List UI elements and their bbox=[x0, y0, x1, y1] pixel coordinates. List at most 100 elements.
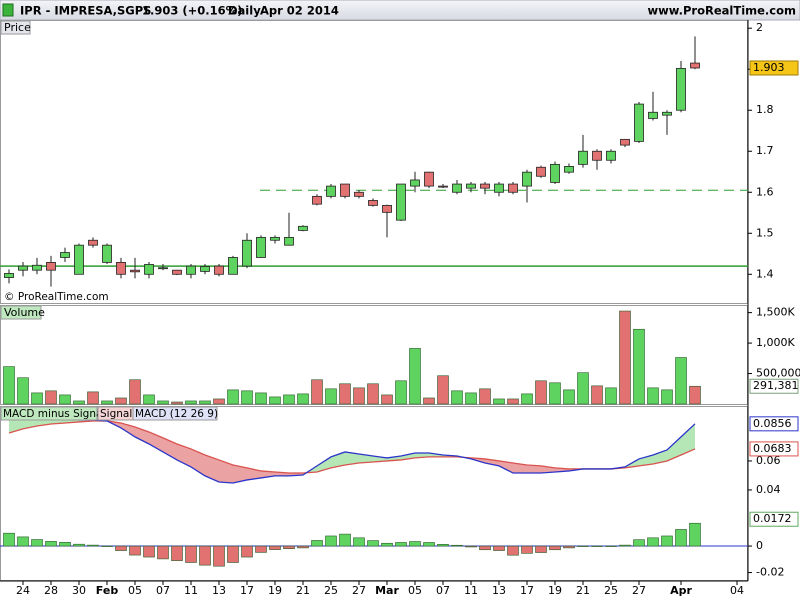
x-tick-label: 05 bbox=[408, 584, 422, 597]
candle-body bbox=[144, 264, 154, 275]
x-tick-label: 27 bbox=[352, 584, 366, 597]
bar bbox=[73, 543, 85, 547]
candle-body bbox=[270, 236, 280, 241]
y-tick-label: 2 bbox=[756, 21, 763, 34]
bar bbox=[339, 383, 351, 405]
macd-fill bbox=[205, 455, 219, 482]
bar bbox=[381, 542, 393, 547]
candle-body bbox=[18, 265, 28, 271]
bar bbox=[59, 542, 71, 547]
candle-body bbox=[186, 265, 196, 275]
bar bbox=[633, 539, 645, 547]
bar bbox=[479, 545, 491, 551]
x-tick-label: 17 bbox=[240, 584, 254, 597]
value-box bbox=[749, 416, 799, 432]
bar bbox=[605, 545, 617, 547]
price-panel bbox=[0, 20, 748, 304]
bar bbox=[31, 392, 43, 405]
legend-box bbox=[132, 406, 218, 421]
x-tick-label: 21 bbox=[296, 584, 310, 597]
bar bbox=[549, 382, 561, 405]
value-box-label: 291,381 bbox=[753, 379, 799, 392]
x-tick-label: 25 bbox=[324, 584, 338, 597]
macd-fill bbox=[639, 455, 653, 466]
bar bbox=[409, 348, 421, 405]
candle-body bbox=[242, 239, 252, 267]
volume-label: Volume bbox=[4, 306, 45, 319]
bar bbox=[255, 545, 267, 553]
value-box-label: 0.0856 bbox=[753, 417, 792, 430]
bar bbox=[437, 544, 449, 547]
bar bbox=[661, 535, 673, 547]
bar bbox=[437, 375, 449, 405]
x-tick-label: Mar bbox=[375, 584, 399, 597]
bar bbox=[367, 383, 379, 405]
bar bbox=[87, 544, 99, 547]
bar bbox=[633, 328, 645, 405]
bar bbox=[101, 400, 113, 405]
x-tick-label: 30 bbox=[72, 584, 86, 597]
volume-label-box bbox=[0, 305, 42, 320]
candle-body bbox=[522, 171, 532, 187]
candle-body bbox=[256, 236, 266, 258]
bar bbox=[213, 398, 225, 405]
x-tick-label: Apr bbox=[670, 584, 692, 597]
bar bbox=[451, 390, 463, 405]
y-tick-label: 1.8 bbox=[756, 103, 774, 116]
candle-body bbox=[354, 191, 364, 197]
candle-body bbox=[620, 138, 630, 146]
symbol: IPR - IMPRESA,SGPS bbox=[20, 4, 151, 18]
candle-body bbox=[578, 150, 588, 165]
candle-body bbox=[536, 166, 546, 177]
site[interactable]: www.ProRealTime.com bbox=[647, 4, 796, 18]
bar bbox=[157, 545, 169, 560]
candle-body bbox=[88, 239, 98, 246]
x-tick-label: 13 bbox=[492, 584, 506, 597]
y-tick-label: 0.06 bbox=[756, 454, 781, 467]
bar bbox=[675, 357, 687, 405]
y-tick-label: 0 bbox=[756, 539, 763, 552]
candle-body bbox=[200, 266, 210, 272]
legend-label: MACD minus Signal bbox=[3, 408, 105, 420]
macd-fill bbox=[653, 449, 667, 464]
y-tick-label: 1.4 bbox=[756, 267, 774, 280]
bar bbox=[689, 385, 701, 405]
candle-body bbox=[368, 200, 378, 206]
bar bbox=[521, 393, 533, 405]
macd-panel bbox=[0, 406, 748, 581]
value-box-label: 0.0683 bbox=[753, 442, 792, 455]
macd-fill bbox=[317, 456, 331, 472]
bar bbox=[227, 545, 239, 563]
bar bbox=[577, 372, 589, 405]
bar bbox=[213, 545, 225, 567]
candle-body bbox=[452, 183, 462, 193]
macd-fill bbox=[513, 462, 527, 473]
bar bbox=[423, 397, 435, 405]
header-icon[interactable] bbox=[2, 3, 14, 17]
y-tick-label: 1,000K bbox=[756, 336, 795, 349]
bar bbox=[73, 400, 85, 405]
candle-body bbox=[60, 252, 70, 258]
bar bbox=[311, 540, 323, 547]
bar bbox=[269, 545, 281, 550]
bar bbox=[507, 398, 519, 405]
bar bbox=[101, 545, 113, 547]
x-tick-label: 21 bbox=[576, 584, 590, 597]
bar bbox=[157, 400, 169, 405]
candle-body bbox=[298, 225, 308, 231]
candle-body bbox=[312, 195, 322, 205]
macd-fill bbox=[667, 436, 681, 461]
bar bbox=[59, 394, 71, 405]
bar bbox=[115, 397, 127, 405]
bar bbox=[591, 545, 603, 547]
candle-body bbox=[284, 236, 294, 246]
x-tick-label: 07 bbox=[436, 584, 450, 597]
bar bbox=[297, 393, 309, 405]
bar bbox=[325, 388, 337, 405]
watermark: © ProRealTime.com bbox=[4, 291, 109, 303]
candle-body bbox=[4, 273, 14, 278]
bar bbox=[521, 545, 533, 554]
bar bbox=[409, 541, 421, 547]
bar bbox=[311, 379, 323, 405]
y-tick-label: 500,000 bbox=[756, 367, 800, 380]
